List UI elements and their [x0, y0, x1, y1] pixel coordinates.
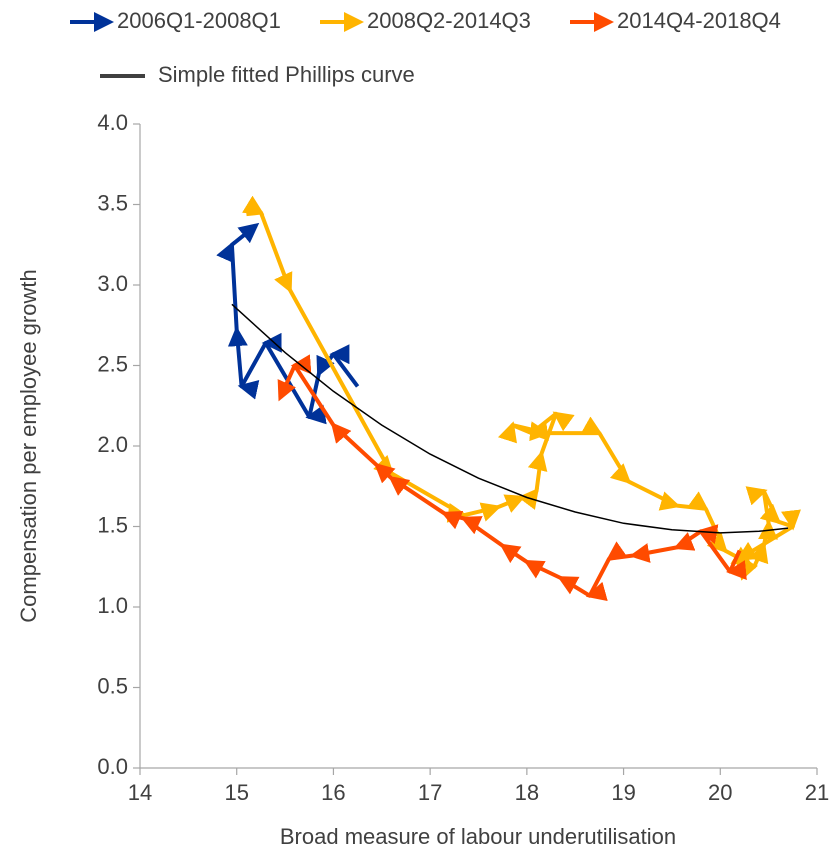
legend-label: 2006Q1-2008Q1 [117, 8, 281, 33]
y-tick-label: 3.5 [97, 190, 128, 215]
legend-label: 2014Q4-2018Q4 [617, 8, 781, 33]
series-path [277, 354, 747, 602]
x-tick-label: 17 [418, 780, 442, 805]
y-tick-label: 3.0 [97, 271, 128, 296]
y-tick-label: 1.5 [97, 512, 128, 537]
x-tick-label: 15 [224, 780, 248, 805]
y-tick-label: 1.0 [97, 593, 128, 618]
legend-label: Simple fitted Phillips curve [158, 62, 415, 87]
fitted-curve [231, 303, 789, 534]
x-tick-label: 14 [128, 780, 152, 805]
x-tick-label: 16 [321, 780, 345, 805]
x-tick-label: 19 [611, 780, 635, 805]
x-axis-label: Broad measure of labour underutilisation [280, 824, 676, 849]
y-tick-label: 2.5 [97, 351, 128, 376]
y-tick-label: 0.5 [97, 673, 128, 698]
series-path [242, 195, 801, 581]
x-tick-label: 21 [805, 780, 829, 805]
x-tick-label: 18 [515, 780, 539, 805]
legend-label: 2008Q2-2014Q3 [367, 8, 531, 33]
y-axis-label: Compensation per employee growth [16, 269, 41, 622]
y-tick-label: 0.0 [97, 754, 128, 779]
y-tick-label: 4.0 [97, 110, 128, 135]
y-tick-label: 2.0 [97, 432, 128, 457]
x-tick-label: 20 [708, 780, 732, 805]
